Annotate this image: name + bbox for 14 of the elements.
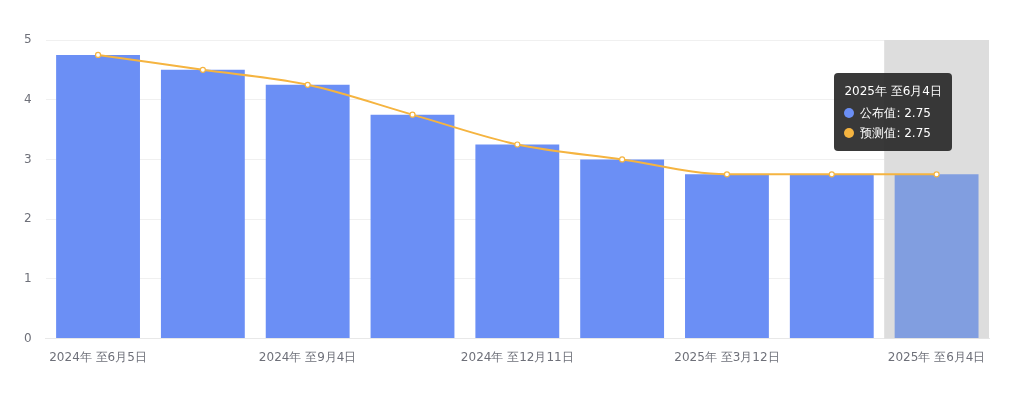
annotation: 2025年 至6月4日 (844, 83, 942, 100)
x-tick-label: 2025年 至3月12日 (674, 349, 780, 364)
y-tick-label: 5 (23, 32, 32, 47)
y-tick-label: 2 (23, 211, 32, 226)
x-tick-label: 2024年 至9月4日 (258, 349, 357, 364)
y-tick-label: 1 (23, 271, 32, 286)
x-tick-label: 2025年 至6月4日 (887, 349, 986, 364)
y-tick-label: 4 (23, 91, 32, 106)
annotation: 预测值: 2.75 (859, 125, 932, 142)
x-tick-label: 2024年 至12月11日 (460, 349, 574, 364)
annotation: 公布值: 2.75 (859, 105, 932, 122)
y-tick-label: 3 (23, 151, 32, 166)
y-tick-label: 0 (23, 330, 32, 345)
x-tick-label: 2024年 至6月5日 (49, 349, 147, 364)
